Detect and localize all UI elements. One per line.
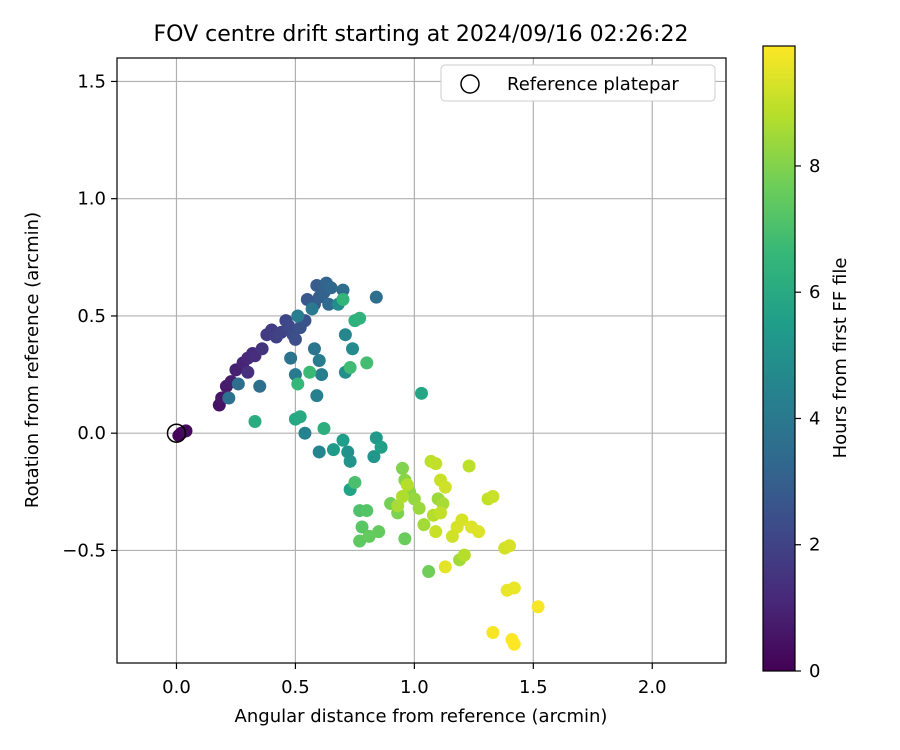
data-point (348, 475, 362, 489)
data-point (322, 297, 336, 311)
data-point (336, 283, 350, 297)
x-axis-ticks: 0.0 0.5 1.0 1.5 2.0 (162, 663, 667, 698)
data-point (503, 539, 517, 553)
x-tick-label: 1.0 (400, 677, 429, 698)
y-tick-label: 1.0 (77, 189, 106, 210)
reference-point (166, 423, 187, 443)
y-tick-label: −0.5 (62, 540, 106, 561)
data-point (429, 457, 443, 471)
x-tick-label: 0.0 (162, 677, 191, 698)
data-point (326, 443, 340, 457)
data-point (429, 525, 443, 539)
colorbar: 0 2 4 6 8 Hours from first FF file (762, 45, 851, 682)
y-tick-label: 1.5 (77, 71, 106, 92)
data-point (336, 293, 350, 307)
data-point (398, 532, 412, 546)
y-axis-label: Rotation from reference (arcmin) (22, 212, 43, 508)
data-point (315, 368, 329, 382)
data-point (462, 459, 476, 473)
data-point (291, 309, 305, 323)
data-point (303, 365, 317, 379)
data-point (291, 377, 305, 391)
data-point (338, 328, 352, 342)
legend-label: Reference platepar (507, 74, 679, 95)
data-point (395, 461, 409, 475)
y-tick-label: 0.0 (77, 423, 106, 444)
data-point (288, 332, 302, 346)
data-point (310, 389, 324, 403)
data-point (367, 450, 381, 464)
data-point (343, 361, 357, 375)
data-point (374, 440, 388, 454)
data-point (422, 565, 436, 579)
data-point (395, 490, 409, 504)
legend-box (440, 64, 716, 102)
data-point (472, 525, 486, 539)
colorbar-tick-label: 6 (809, 282, 820, 303)
colorbar-tick-label: 0 (809, 661, 820, 682)
data-point (355, 520, 369, 534)
x-tick-label: 0.5 (281, 677, 310, 698)
x-tick-label: 1.5 (519, 677, 548, 698)
data-point (346, 342, 360, 356)
data-point (507, 637, 521, 651)
data-point (438, 480, 452, 494)
data-point (248, 414, 262, 428)
data-point (400, 478, 414, 492)
colorbar-tick-label: 4 (809, 408, 820, 429)
colorbar-gradient (762, 45, 796, 672)
colorbar-tick-label: 8 (809, 156, 820, 177)
data-point (307, 342, 321, 356)
data-point (372, 525, 386, 539)
data-point (417, 518, 431, 532)
colorbar-ticks: 0 2 4 6 8 (795, 156, 820, 682)
data-point (360, 356, 374, 370)
data-point (415, 386, 428, 400)
data-point (231, 377, 245, 391)
x-tick-label: 2.0 (638, 677, 667, 698)
data-point (298, 426, 312, 440)
data-point (241, 365, 255, 379)
data-point (486, 490, 500, 504)
data-point (353, 311, 367, 325)
data-point (486, 626, 500, 640)
legend-marker (460, 74, 480, 94)
colorbar-label: Hours from first FF file (830, 258, 851, 459)
data-point (336, 433, 350, 447)
x-axis-label: Angular distance from reference (arcmin) (235, 706, 608, 727)
chart-title: FOV centre drift starting at 2024/09/16 … (154, 22, 689, 47)
y-axis-ticks: 1.5 1.0 0.5 0.0 −0.5 (62, 71, 117, 561)
data-point (293, 410, 307, 424)
colorbar-tick-label: 2 (809, 535, 820, 556)
data-point (317, 422, 331, 436)
data-point (253, 379, 267, 393)
plot-frame (116, 57, 727, 664)
data-point (507, 581, 521, 595)
legend: Reference platepar (440, 64, 716, 102)
data-point (222, 391, 236, 405)
grid-lines (117, 58, 726, 663)
data-point (438, 560, 452, 574)
data-point (434, 506, 448, 520)
data-point (312, 354, 326, 367)
data-point (412, 501, 426, 515)
y-tick-label: 0.5 (77, 306, 106, 327)
data-point (305, 302, 319, 316)
data-point (312, 445, 326, 459)
data-point (343, 454, 357, 468)
data-point (531, 600, 545, 614)
data-point (369, 290, 383, 304)
data-point (360, 504, 374, 518)
data-point (324, 281, 338, 295)
reference-marker (166, 423, 187, 443)
data-point (457, 548, 471, 562)
data-point (255, 342, 269, 356)
data-point (455, 513, 469, 527)
data-point (284, 351, 298, 365)
plot-area (117, 58, 726, 663)
